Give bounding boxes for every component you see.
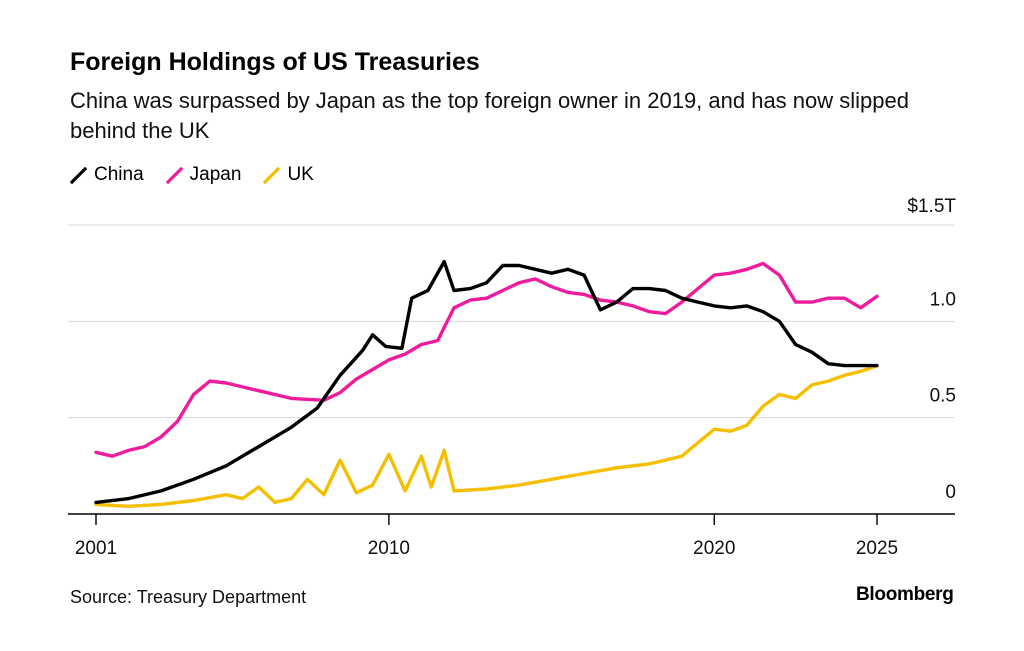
x-tick-label: 2010 <box>368 538 410 559</box>
legend-swatch-uk <box>263 166 281 184</box>
y-axis-ticks: 0 0.5 1.0 $1.5T <box>907 196 956 503</box>
legend-item-china: China <box>70 164 144 186</box>
legend: China Japan UK <box>70 164 314 186</box>
legend-label-japan: Japan <box>189 164 242 185</box>
legend-item-uk: UK <box>263 164 314 186</box>
y-tick-label: 0 <box>945 482 956 503</box>
y-tick-label: 0.5 <box>930 386 956 407</box>
x-axis: 2001 2010 2020 2025 <box>68 513 955 559</box>
y-tick-label: $1.5T <box>907 196 956 217</box>
chart-subtitle: China was surpassed by Japan as the top … <box>70 88 909 143</box>
x-tick-label: 2001 <box>75 538 117 559</box>
series-lines <box>94 259 879 508</box>
chart-title: Foreign Holdings of US Treasuries <box>70 48 480 76</box>
bloomberg-logo: Bloomberg <box>856 584 954 605</box>
legend-label-uk: UK <box>287 164 314 185</box>
y-tick-label: 1.0 <box>930 289 956 310</box>
x-tick-label: 2025 <box>856 538 898 559</box>
series-line-uk <box>94 363 879 508</box>
legend-swatch-japan <box>165 166 183 184</box>
gridlines <box>68 224 955 419</box>
legend-swatch-china <box>70 166 87 184</box>
x-tick-label: 2020 <box>693 538 735 559</box>
legend-item-japan: Japan <box>165 164 242 186</box>
series-line-japan <box>94 261 879 458</box>
legend-label-china: China <box>94 164 144 185</box>
source-note: Source: Treasury Department <box>70 587 307 607</box>
series-line-china <box>94 259 879 505</box>
